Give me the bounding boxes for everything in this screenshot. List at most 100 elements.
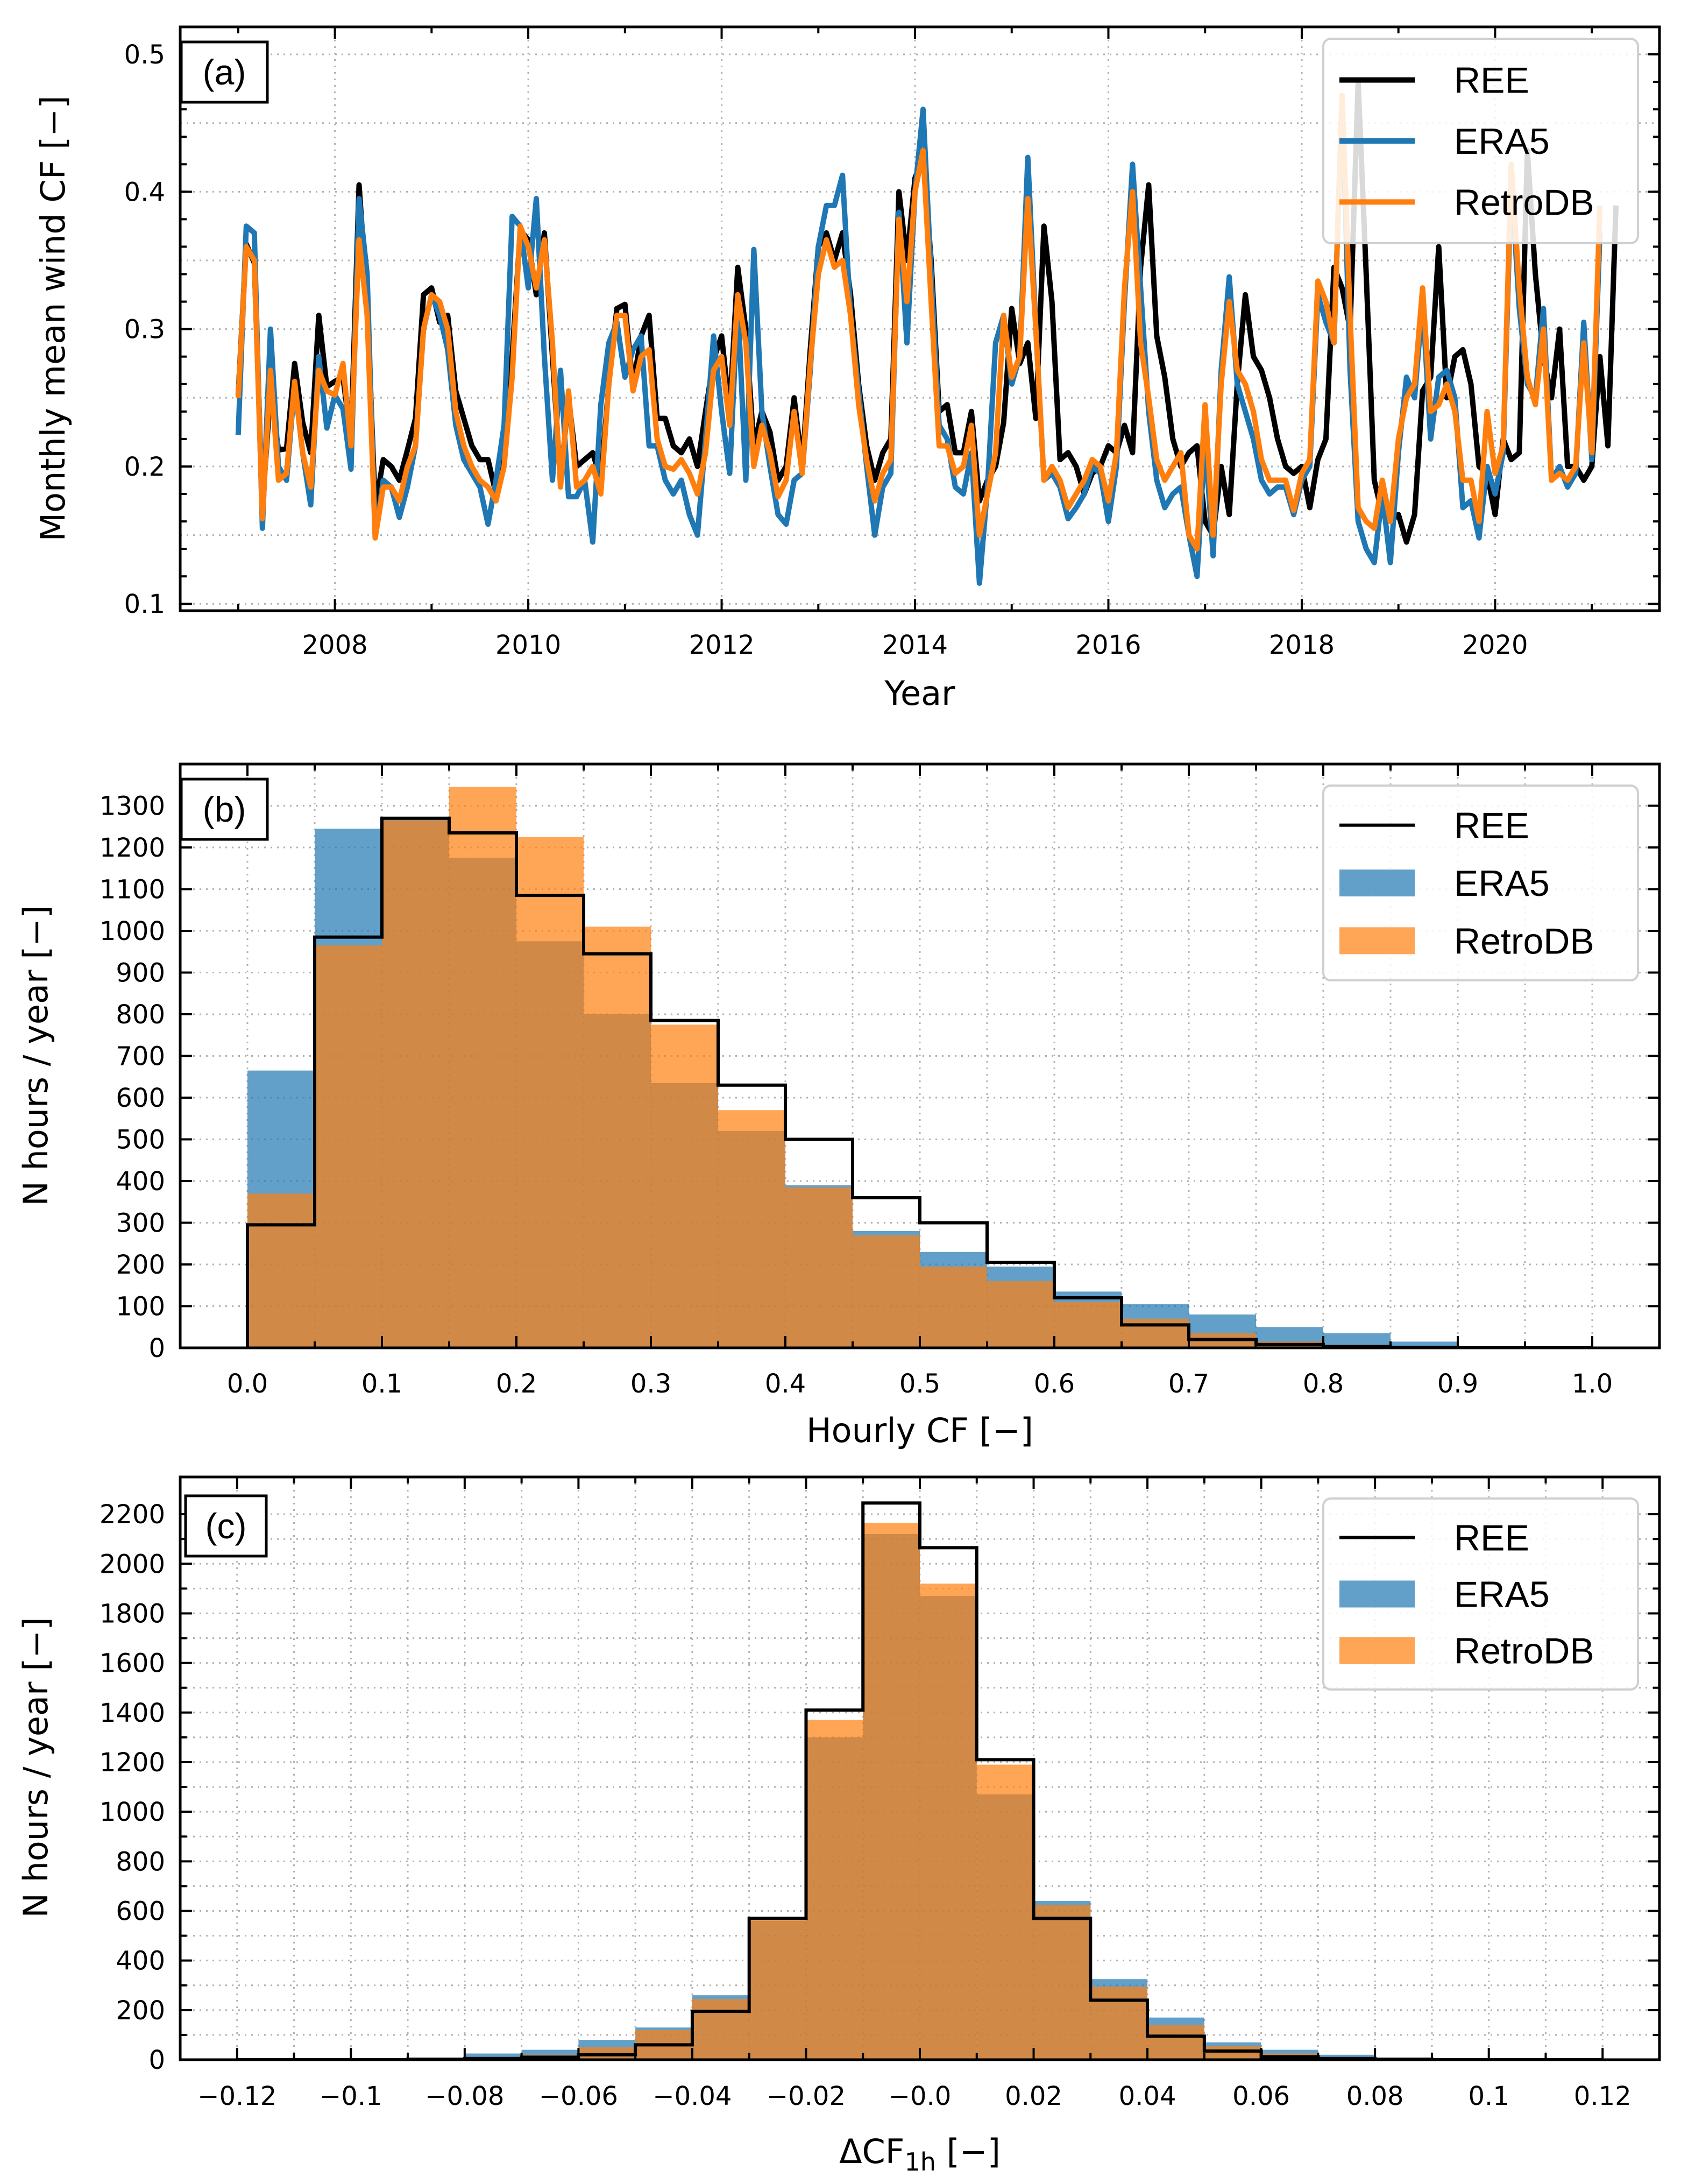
series-line-era5 [235,93,1603,586]
y-tick-label: 0.3 [124,315,165,345]
retrodb-bar [920,1266,987,1348]
y-axis-label: Monthly mean wind CF [−] [33,96,73,542]
x-tick-label: 2014 [882,630,948,660]
x-tick-label: −0.06 [539,2081,618,2111]
y-tick-label: 0 [148,1333,165,1363]
retrodb-bar [247,1193,315,1348]
x-tick-label: 0.9 [1437,1369,1478,1399]
y-tick-label: 100 [116,1292,165,1322]
legend-box [1322,38,1639,244]
retrodb-bar [987,1281,1054,1348]
x-tick-label: 1.0 [1572,1369,1613,1399]
retrodb-bar [584,927,651,1348]
plot-area [246,787,1592,1348]
x-tick-label: 0.5 [899,1369,940,1399]
y-axis-label: N hours / year [−] [16,905,55,1206]
retrodb-bar [806,1720,863,2060]
grid [180,27,1659,611]
legend-swatch-era5 [1339,870,1415,896]
retrodb-bar [692,1999,749,2060]
ticks [180,27,1659,611]
y-tick-label: 0.4 [124,177,165,207]
x-tick-label: 0.1 [361,1369,402,1399]
x-tick-label: 2010 [495,630,561,660]
retrodb-bar [920,1584,977,2060]
panel-label-box [180,40,269,104]
y-tick-label: 1300 [100,791,165,822]
panel-label: (b) [203,789,246,829]
legend-label-ree: REE [1454,805,1529,846]
y-tick-label: 700 [116,1042,165,1072]
y-tick-label: 1000 [100,916,165,946]
x-tick-label: 2008 [302,630,368,660]
series-line-retrodb [235,93,1603,552]
panel-b-hourly-cf-histogram: 0.0 0.1 0.2 0.3 0.4 0.5 0.6 0.7 0.8 0.9 1.0 0 100 200… [16,762,1661,1450]
x-tick-label: 2018 [1269,630,1335,660]
y-tick-label: 1200 [100,833,165,863]
x-tick-label: 2020 [1462,630,1528,660]
legend-swatch-era5 [1339,1580,1415,1608]
x-tick-label: 0.6 [1034,1369,1075,1399]
retrodb-bar [1122,1318,1189,1348]
retrodb-bar [1033,1904,1091,2060]
x-tick-label: 0.4 [765,1369,806,1399]
retrodb-bar [651,1024,718,1348]
y-tick-label: 200 [116,1996,165,2026]
x-tick-label: 0.04 [1119,2081,1176,2111]
y-tick-label: 900 [116,958,165,988]
y-tick-label: 0.5 [124,40,165,70]
retrodb-bar [853,1235,920,1348]
x-tick-label: −0.1 [320,2081,382,2111]
y-tick-label: 0.1 [124,589,165,619]
x-tick-label: 0.1 [1469,2081,1509,2111]
y-axis-label: N hours / year [−] [16,1617,55,1918]
x-axis-label: Year [884,674,955,713]
x-tick-label: 0.2 [496,1369,537,1399]
x-tick-label: −0.02 [767,2081,846,2111]
x-tick-label: 0.8 [1303,1369,1344,1399]
x-tick-label: 0.12 [1574,2081,1632,2111]
y-tick-label: 300 [116,1208,165,1239]
legend-swatch-retrodb [1339,1637,1415,1664]
y-tick-label: 1600 [100,1649,165,1679]
x-tick-label: 0.0 [227,1369,268,1399]
axes-frame [179,25,1661,612]
x-axis-label-sub: 1h [904,2147,935,2176]
y-tick-label: 400 [116,1946,165,1976]
x-axis-label: Hourly CF [−] [806,1411,1033,1450]
retrodb-bar [516,837,584,1348]
y-tick-label: 800 [116,1847,165,1877]
retrodb-bar [382,820,449,1348]
legend-label-retrodb: RetroDB [1454,921,1594,962]
x-tick-label: −0.08 [425,2081,504,2111]
retrodb-bar [749,1918,806,2060]
legend-label-era5: ERA5 [1454,121,1550,162]
retrodb-bar [718,1110,785,1348]
plot-area [235,79,1619,586]
y-tick-label: 2000 [100,1549,165,1579]
y-tick-label: 0.2 [124,452,165,482]
y-tick-label: 400 [116,1167,165,1197]
retrodb-bar [976,1764,1034,2060]
era5-bar [464,2053,522,2060]
legend-label-ree: REE [1454,1518,1529,1559]
retrodb-bar [785,1187,853,1348]
plot-area [237,1501,1603,2060]
x-tick-label: 0.02 [1005,2081,1062,2111]
x-tick-label: −0.12 [197,2081,276,2111]
retrodb-bar [863,1523,920,2060]
retrodb-bar [315,945,382,1348]
x-tick-label: 2016 [1075,630,1141,660]
legend-label-retrodb: RetroDB [1454,182,1594,223]
y-tick-label: 1200 [100,1748,165,1778]
retrodb-bar [1147,2025,1204,2060]
legend-label-ree: REE [1454,60,1529,101]
y-tick-label: 1100 [100,875,165,905]
x-tick-label: 0.3 [630,1369,671,1399]
panel-label: (c) [205,1506,247,1546]
y-tick-label: 1400 [100,1698,165,1728]
x-axis-label-main: ΔCF [839,2132,904,2171]
panel-label-box [180,778,269,841]
panel-label-box [184,1494,268,1558]
